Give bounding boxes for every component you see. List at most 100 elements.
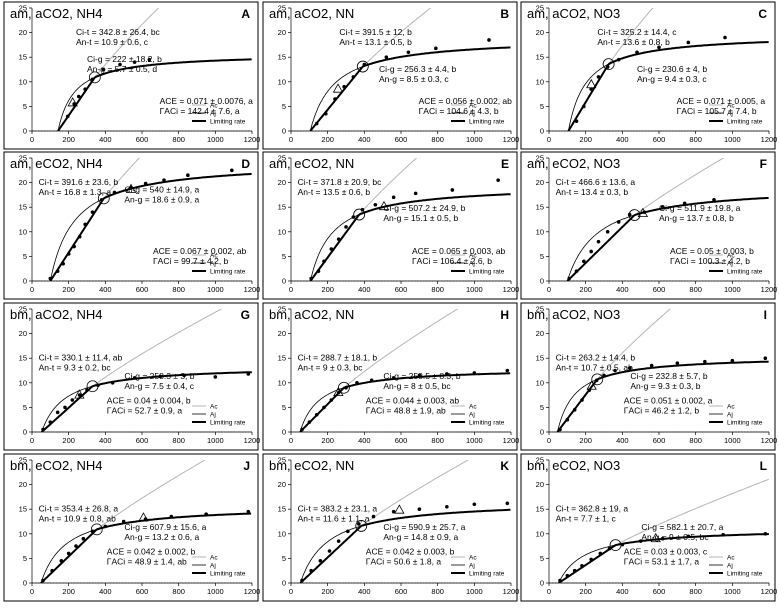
x-tick-label: 1200 [761, 135, 778, 144]
data-point [41, 578, 45, 583]
panel-frame [3, 1, 259, 150]
x-tick-label: 200 [579, 135, 592, 144]
panel-letter: J [243, 459, 250, 473]
x-tick-label: 600 [653, 587, 666, 596]
data-point [147, 57, 152, 62]
data-point [336, 237, 341, 241]
data-point [763, 356, 768, 361]
annotation-text: ΓACi = 48.8 ± 1.9, ab [366, 406, 446, 416]
triangle-marker [74, 389, 85, 399]
x-tick-label: 400 [616, 285, 629, 294]
data-point [763, 532, 768, 536]
x-tick-label: 400 [616, 587, 629, 596]
annotation-text: Ci-t = 362.8 ± 19, a [556, 504, 629, 514]
x-tick-label: 600 [653, 285, 666, 294]
annotation-text: An-t = 10.7 ± 0.5, ab [556, 363, 633, 373]
data-point [48, 420, 53, 424]
annotation-text: Ci-g = 507.2 ± 24.9, b [383, 203, 465, 213]
y-tick-label: 0 [282, 127, 286, 136]
data-point [55, 410, 60, 415]
data-point [329, 247, 334, 251]
x-tick-label: 1000 [724, 285, 741, 294]
data-point [66, 551, 71, 556]
annotation-text: An-g = 8 ± 0.5, bc [383, 381, 451, 391]
panel-frame [262, 1, 518, 150]
annotation-text: ΓACi = 46.2 ± 1.2, b [624, 406, 700, 416]
legend-label: Ac [727, 103, 735, 110]
x-tick-label: 1200 [761, 587, 778, 596]
annotation-text: ΓACi = 142.4 ± 7.6, a [160, 106, 240, 116]
x-tick-label: 200 [579, 285, 592, 294]
data-point [74, 544, 78, 548]
y-tick-label: 5 [540, 403, 544, 412]
x-tick-label: 600 [653, 135, 666, 144]
data-point [55, 269, 60, 273]
annotation-text: An-g = 8.5 ± 0.3, c [379, 74, 449, 84]
x-tick-label: 1000 [207, 436, 224, 445]
data-point [565, 573, 570, 578]
legend-label: Ac [210, 253, 218, 260]
legend-label: Limiting rate [469, 420, 505, 427]
annotation-text: ACE = 0.04 ± 0.004, b [107, 396, 191, 406]
x-tick-label: 800 [689, 587, 702, 596]
x-tick-label: 200 [62, 285, 75, 294]
annotation-text: An-t = 10.9 ± 0.6, c [76, 37, 149, 47]
x-tick-label: 1000 [724, 436, 741, 445]
panel-letter: A [241, 7, 250, 21]
legend-label: Limiting rate [727, 571, 763, 578]
y-tick-label: 10 [536, 77, 544, 86]
annotation-text: ΓACi = 100.3 ± 4.2, b [670, 256, 750, 266]
annotation-text: An-t = 13.6 ± 0.8, b [597, 37, 670, 47]
annotation-text: ΓACi = 104.6 ± 4.3, b [419, 106, 499, 116]
x-tick-label: 800 [689, 135, 702, 144]
data-point [582, 259, 586, 264]
x-tick-label: 1200 [761, 285, 778, 294]
panel-title: am, eCO2, NN [269, 156, 354, 171]
y-tick-label: 5 [23, 102, 27, 111]
panel-title: bm, eCO2, NN [269, 458, 354, 473]
data-point [300, 427, 304, 432]
legend-label: Limiting rate [210, 269, 246, 276]
x-tick-label: 200 [579, 587, 592, 596]
triangle-marker [650, 532, 661, 543]
curves [49, 158, 252, 281]
y-tick-label: 10 [19, 378, 27, 387]
data-point [162, 178, 166, 182]
legend-label: Limiting rate [210, 571, 246, 578]
panel-title: bm, eCO2, NH4 [10, 458, 102, 473]
x-tick-label: 600 [395, 587, 408, 596]
data-point [605, 230, 610, 234]
panel-frame [3, 453, 259, 602]
x-tick-label: 200 [321, 587, 334, 596]
y-tick-label: 0 [23, 127, 27, 136]
panel-letter: K [500, 459, 509, 473]
legend-label: Ac [469, 253, 477, 260]
annotation-text: An-t = 16.8 ± 1.3, a [39, 187, 112, 197]
x-tick-label: 400 [358, 587, 371, 596]
data-point [594, 378, 599, 383]
y-tick-label: 5 [282, 252, 286, 261]
annotation-text: Ci-t = 391.6 ± 23.6, b [39, 177, 119, 187]
x-tick-label: 600 [136, 135, 149, 144]
data-point [65, 114, 70, 119]
x-tick-label: 800 [689, 285, 702, 294]
x-tick-label: 0 [289, 436, 293, 445]
data-point [703, 359, 707, 364]
data-point [596, 239, 601, 244]
data-point [660, 205, 665, 209]
data-point [572, 408, 577, 412]
annotation-text: An-t = 13.5 ± 0.6, b [298, 187, 371, 197]
y-tick-label: 20 [278, 329, 286, 338]
data-point [580, 563, 584, 568]
data-point [213, 375, 218, 379]
panel-letter: F [760, 157, 767, 171]
annotation-text: ΓACi = 105.7 ± 7.4, b [677, 106, 757, 116]
data-point [605, 65, 610, 69]
data-point [730, 358, 735, 363]
data-point [357, 522, 361, 526]
data-point [77, 234, 82, 239]
data-point [118, 62, 122, 67]
x-tick-label: 1200 [503, 436, 520, 445]
